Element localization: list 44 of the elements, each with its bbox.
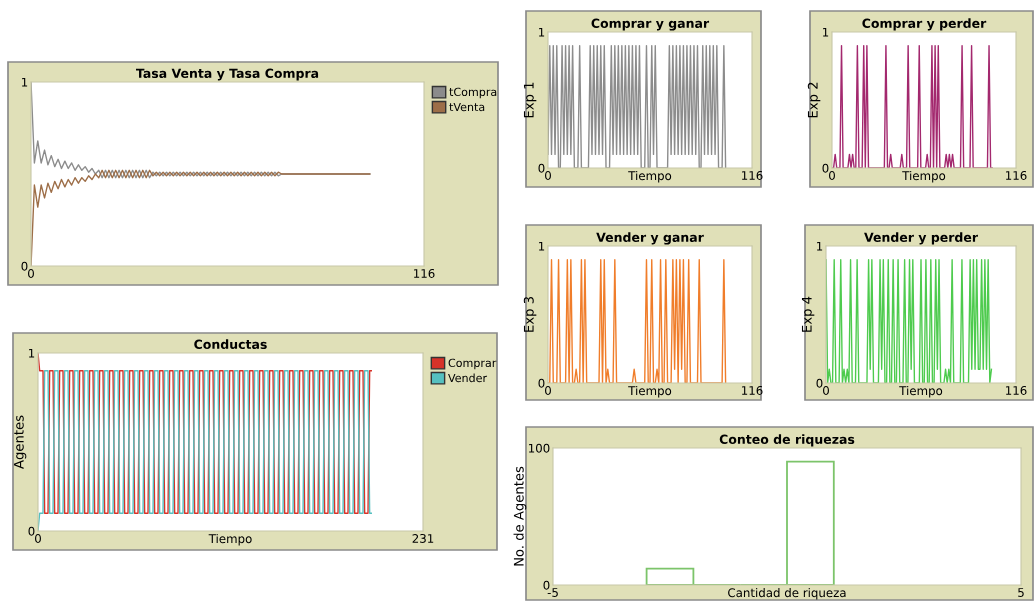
y-axis-title: No. de Agentes [513, 466, 527, 566]
chart-title: Comprar y ganar [591, 18, 710, 31]
x-tick-label: 116 [1006, 385, 1027, 395]
y-tick-label: 100 [528, 443, 550, 453]
y-axis-title: Exp 2 [807, 82, 821, 118]
y-tick-label: 0 [538, 163, 545, 173]
y-axis-title: Exp 3 [523, 297, 537, 332]
y-axis-title: Exp 4 [801, 296, 815, 332]
chart-title: Conteo de riquezas [719, 434, 855, 447]
y-tick-label: 0 [822, 163, 829, 173]
y-tick-label: 0 [543, 580, 550, 590]
chart-title: Vender y perder [864, 232, 978, 245]
y-tick-label: 1 [29, 348, 35, 358]
x-axis-title: Tiempo [899, 386, 943, 398]
y-tick-label: 0 [538, 378, 545, 388]
legend-label: Vender [448, 373, 488, 383]
chart-title: Vender y ganar [596, 232, 704, 245]
y-tick-label: 1 [539, 27, 545, 37]
legend-label: tVenta [449, 102, 485, 112]
y-tick-label: 0 [28, 526, 35, 536]
y-tick-label: 1 [539, 241, 545, 251]
legend-label: Comprar [448, 358, 497, 370]
chart-title: Conductas [194, 339, 267, 350]
x-tick-label: 5 [1018, 588, 1024, 597]
x-axis-title: Tiempo [208, 534, 252, 546]
y-tick-label: 1 [823, 27, 829, 37]
x-axis-title: Tiempo [902, 171, 946, 183]
y-axis-title: Agentes [13, 415, 27, 469]
y-axis-title: Exp 1 [523, 82, 537, 118]
x-tick-label: 116 [1006, 170, 1027, 180]
x-tick-label: -5 [547, 588, 558, 597]
x-axis-title: Tiempo [628, 171, 672, 183]
y-tick-label: 1 [817, 241, 823, 251]
x-tick-label: 116 [742, 170, 763, 180]
y-tick-label: 1 [22, 77, 28, 87]
chart-title: Comprar y perder [862, 18, 987, 31]
y-tick-label: 0 [816, 378, 823, 388]
chart-title: Tasa Venta y Tasa Compra [136, 68, 319, 81]
x-axis-title: Tiempo [628, 386, 672, 398]
x-axis-title: Cantidad de riqueza [728, 588, 846, 600]
x-tick-label: 231 [412, 533, 434, 543]
x-tick-label: 116 [742, 385, 763, 395]
legend-label: tCompra [449, 87, 497, 99]
x-tick-label: 116 [414, 268, 435, 278]
